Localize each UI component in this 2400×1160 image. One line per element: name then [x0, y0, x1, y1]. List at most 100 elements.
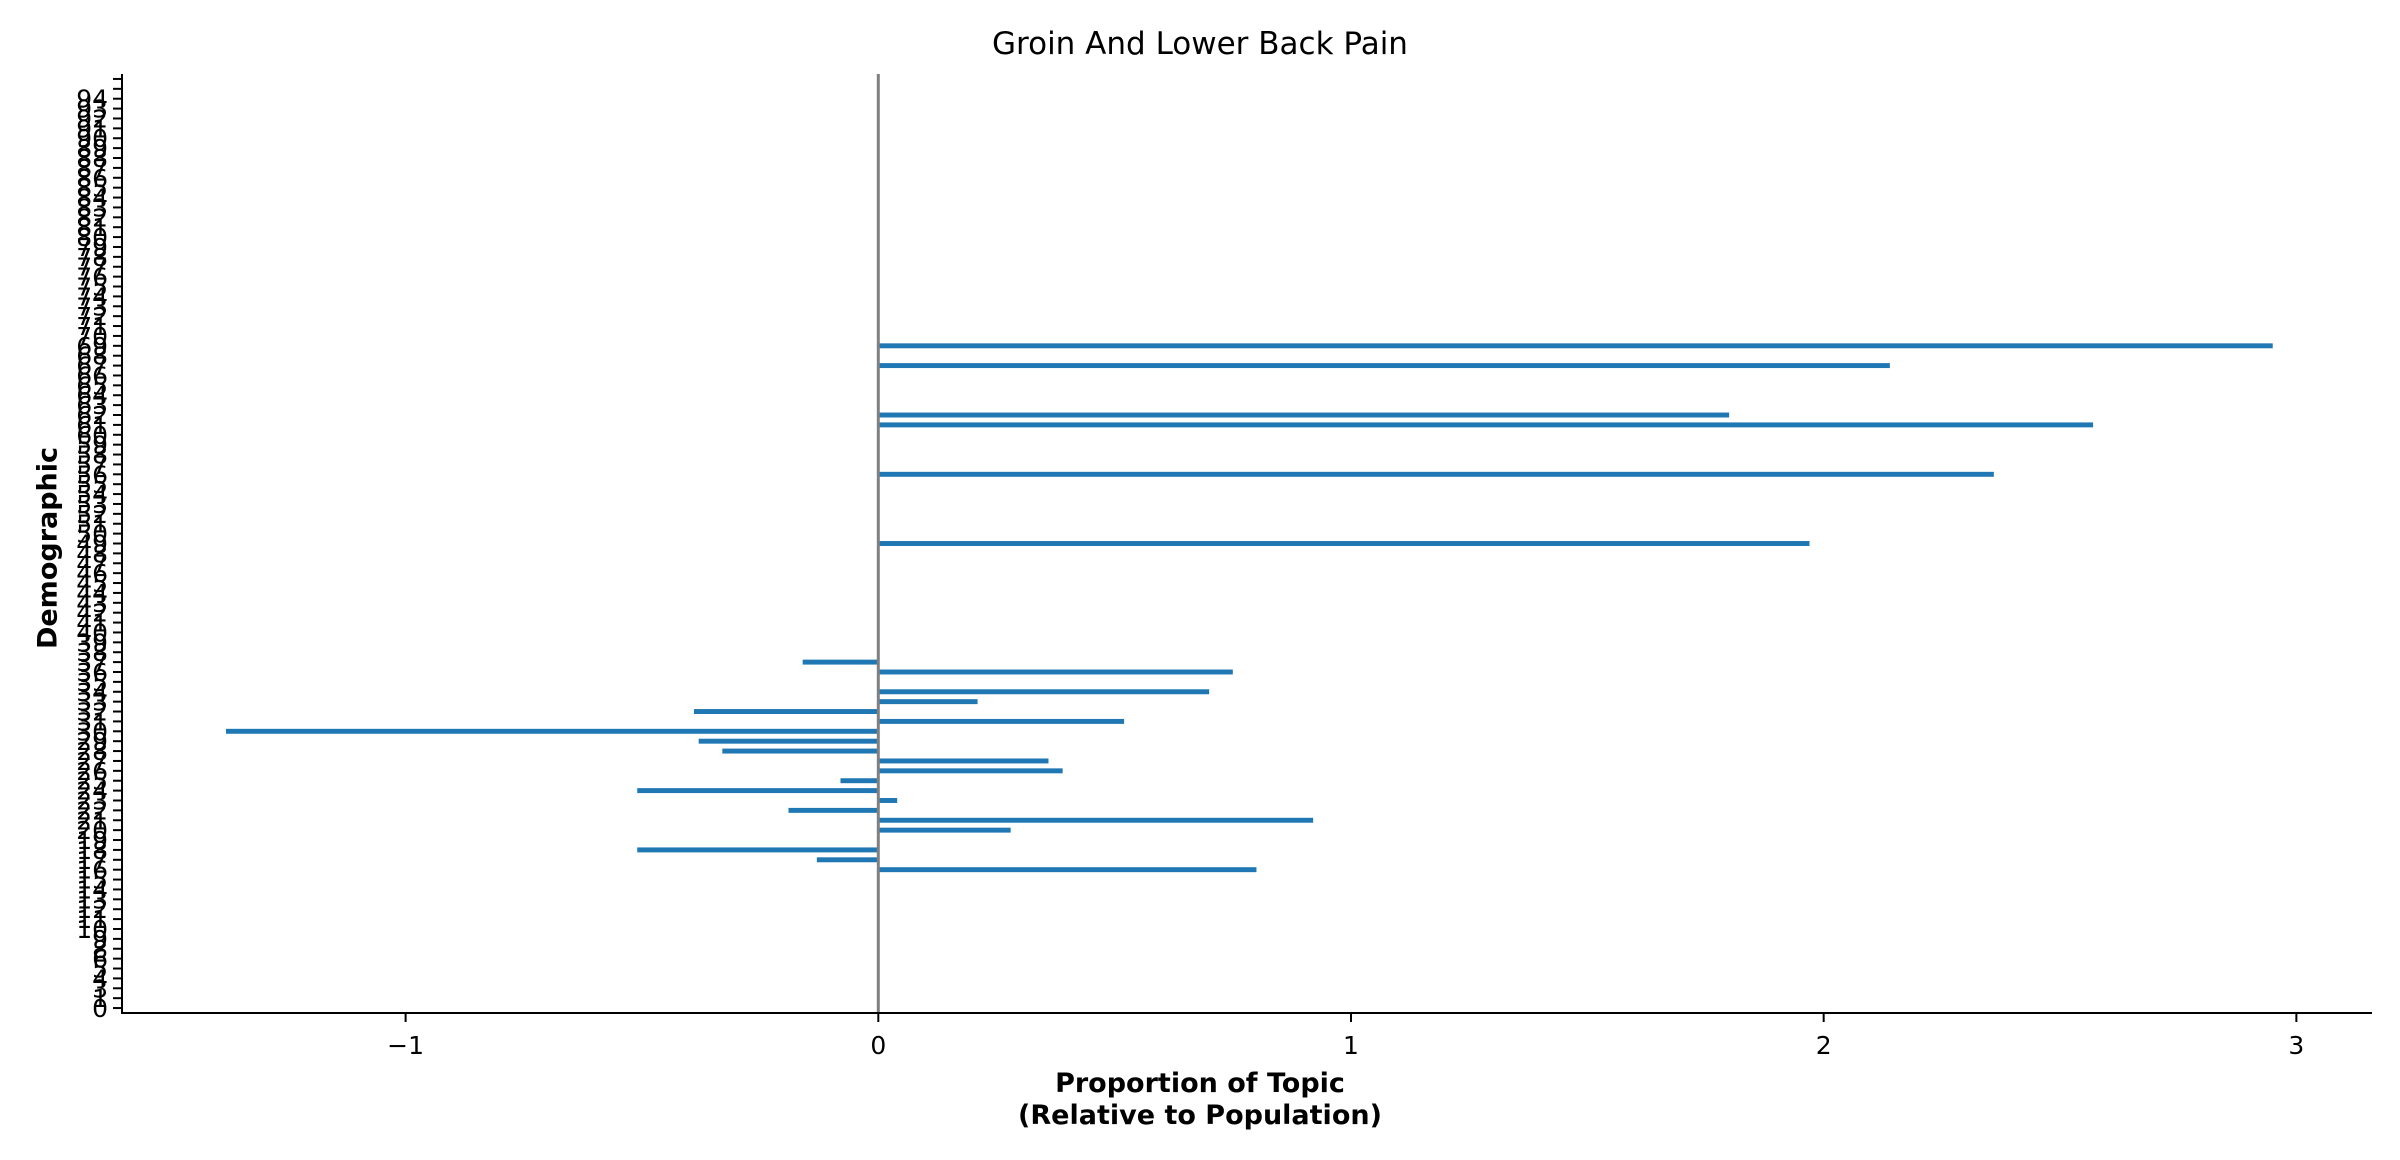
y-tick-label: 67: [76, 352, 108, 381]
y-tick-label: 14: [76, 875, 108, 904]
y-tick-label: 45: [76, 569, 108, 598]
bar-demographic-29: [878, 718, 1125, 724]
y-tick-label: 66: [76, 361, 108, 390]
y-tick-label: 77: [76, 253, 108, 282]
y-tick-label: 82: [76, 203, 108, 232]
bar-demographic-15: [816, 857, 879, 863]
y-tick-label: 34: [76, 678, 108, 707]
y-tick-label: 73: [76, 292, 108, 321]
y-tick-label: 18: [76, 836, 108, 865]
y-tick-label: 41: [76, 609, 108, 638]
y-tick-label: 84: [76, 184, 108, 213]
bar-demographic-26: [722, 748, 879, 754]
y-tick-label: 39: [76, 628, 108, 657]
bar-demographic-35: [802, 659, 879, 665]
bar-demographic-30: [693, 709, 879, 715]
y-tick-label: 37: [76, 648, 108, 677]
y-tick-label: 50: [76, 520, 108, 549]
y-tick-label: 40: [76, 618, 108, 647]
y-tick-label: 51: [76, 510, 108, 539]
y-tick-label: 15: [76, 866, 108, 895]
y-tick-label: 33: [76, 688, 108, 717]
y-tick-label: 90: [76, 124, 108, 153]
y-tick-label: 61: [76, 411, 108, 440]
x-tick-label: 0: [870, 1031, 886, 1060]
y-tick-label: 93: [76, 95, 108, 124]
y-tick-label: 12: [76, 895, 108, 924]
y-tick-label: 6: [92, 945, 108, 974]
y-tick-label: 10: [76, 915, 108, 944]
y-tick-label: 20: [76, 816, 108, 845]
bar-demographic-21: [878, 798, 898, 803]
y-tick-label: 70: [76, 322, 108, 351]
y-tick-label: 5: [92, 955, 108, 984]
bar-demographic-22: [637, 788, 879, 794]
y-tick-label: 72: [76, 302, 108, 331]
y-tick-label: 17: [76, 846, 108, 875]
y-tick-label: 49: [76, 530, 108, 559]
y-tick-label: 80: [76, 223, 108, 252]
y-tick-label: 11: [76, 905, 108, 934]
bar-demographic-59: [878, 422, 2094, 428]
y-tick-label: 8: [92, 935, 108, 964]
y-tick-label: 43: [76, 589, 108, 618]
x-tick-label: 2: [1816, 1031, 1832, 1060]
y-tick-label: 0: [92, 994, 108, 1023]
y-tick-label: 63: [76, 391, 108, 420]
bar-demographic-28: [225, 728, 879, 734]
bar-demographic-14: [878, 867, 1257, 873]
y-tick-label: 4: [92, 964, 108, 993]
bar-demographic-54: [878, 471, 1994, 477]
y-tick-label: 58: [76, 441, 108, 470]
bar-demographic-19: [878, 817, 1314, 823]
y-tick-label: 32: [76, 698, 108, 727]
y-tick-label: 42: [76, 599, 108, 628]
y-tick-label: 44: [76, 579, 108, 608]
y-tick-label: 83: [76, 193, 108, 222]
y-tick-label: 31: [76, 707, 108, 736]
y-tick-label: 71: [76, 312, 108, 341]
y-tick-label: 26: [76, 757, 108, 786]
y-tick-label: 3: [92, 974, 108, 1003]
y-tick-label: 13: [76, 885, 108, 914]
bar-demographic-34: [878, 669, 1233, 675]
y-tick-label: 69: [76, 332, 108, 361]
bar-demographic-18: [878, 827, 1011, 833]
bars-group: [225, 343, 2273, 873]
y-tick-label: 27: [76, 747, 108, 776]
bar-demographic-31: [878, 699, 978, 705]
bar-demographic-27: [698, 738, 879, 744]
y-tick-label: 88: [76, 144, 108, 173]
x-tick-label: 3: [2288, 1031, 2304, 1060]
bar-demographic-20: [788, 807, 879, 813]
y-tick-label: 1: [92, 984, 108, 1013]
y-tick-label: 81: [76, 213, 108, 242]
y-tick-label: 68: [76, 342, 108, 371]
y-tick-label: 65: [76, 371, 108, 400]
x-tick-label: 1: [1343, 1031, 1359, 1060]
y-tick-label: 9: [92, 925, 108, 954]
y-tick-label: 16: [76, 856, 108, 885]
y-tick-label: 87: [76, 154, 108, 183]
y-tick-label: 28: [76, 737, 108, 766]
bar-demographic-25: [878, 758, 1049, 764]
y-tick-label: 47: [76, 549, 108, 578]
y-tick-label: 78: [76, 243, 108, 272]
y-tick-label: 74: [76, 282, 108, 311]
bar-demographic-24: [878, 768, 1063, 774]
chart-title: Groin And Lower Back Pain: [992, 26, 1408, 62]
y-tick-label: 92: [76, 104, 108, 133]
y-tick-label: 38: [76, 638, 108, 667]
y-tick-label: 59: [76, 431, 108, 460]
axes-group: −1 0 1 2 30134568910111213141516171819202122…: [76, 74, 2372, 1060]
y-tick-label: 56: [76, 460, 108, 489]
y-tick-label: 60: [76, 421, 108, 450]
bar-demographic-60: [878, 412, 1730, 418]
y-tick-label: 54: [76, 480, 108, 509]
y-tick-label: 57: [76, 450, 108, 479]
bar-demographic-32: [878, 689, 1210, 695]
y-tick-label: 94: [76, 85, 108, 114]
bar-demographic-65: [878, 363, 1890, 369]
